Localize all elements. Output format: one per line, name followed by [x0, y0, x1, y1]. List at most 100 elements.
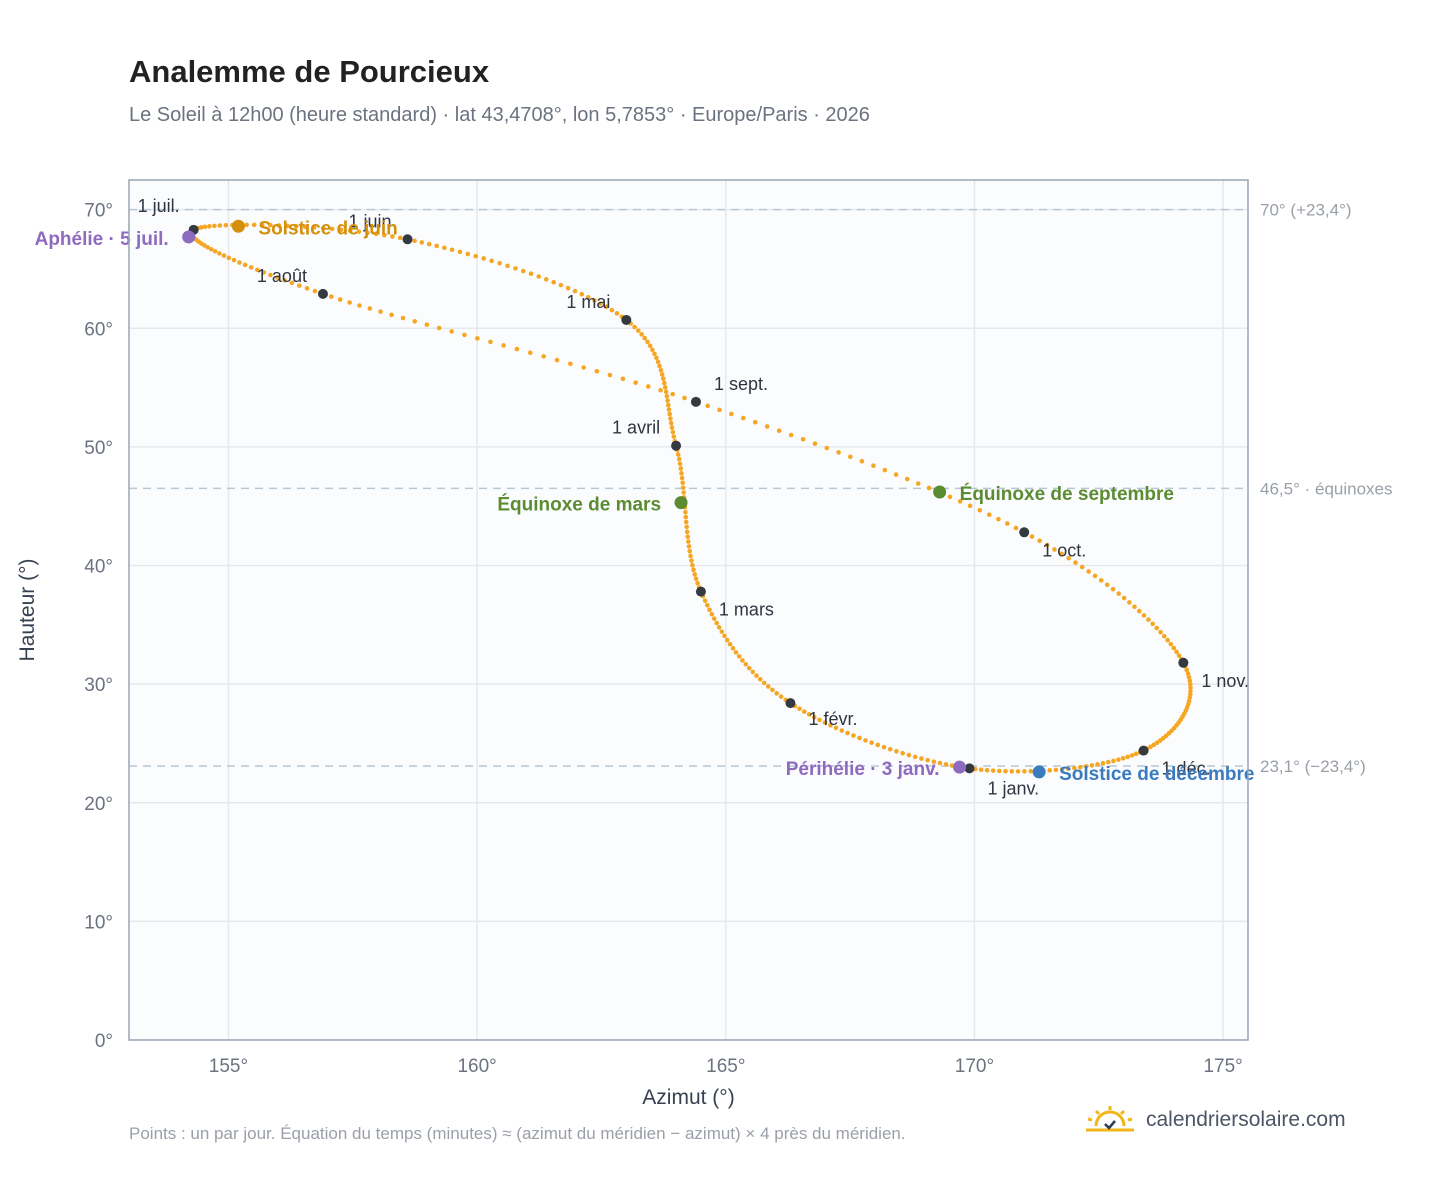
month-label: 1 oct. — [1042, 540, 1086, 560]
daily-point — [812, 441, 818, 446]
daily-point — [967, 503, 973, 509]
daily-point — [822, 720, 828, 725]
daily-point — [242, 262, 248, 268]
daily-point — [797, 706, 802, 712]
daily-point — [801, 709, 807, 714]
daily-point — [536, 274, 542, 279]
daily-point — [282, 277, 287, 283]
daily-point — [1059, 767, 1065, 772]
daily-point — [752, 419, 758, 425]
daily-point — [996, 516, 1001, 522]
daily-point — [693, 576, 699, 582]
daily-point — [357, 303, 362, 308]
daily-point — [1053, 767, 1059, 773]
daily-point — [604, 304, 609, 310]
daily-point — [670, 391, 675, 397]
daily-point — [652, 351, 657, 357]
daily-point — [465, 251, 471, 257]
daily-point — [1146, 617, 1151, 622]
daily-point — [688, 553, 693, 559]
daily-point — [836, 450, 841, 455]
y-tick-label: 50° — [84, 438, 113, 459]
month-marker — [785, 698, 796, 709]
daily-point — [668, 416, 673, 421]
daily-point — [1125, 754, 1131, 760]
daily-point — [806, 712, 812, 717]
daily-point — [692, 572, 698, 577]
daily-point — [788, 432, 794, 438]
daily-point — [833, 725, 839, 731]
daily-point — [592, 298, 597, 303]
daily-point — [259, 222, 265, 228]
chart-subtitle: Le Soleil à 12h00 (heure standard) · lat… — [129, 104, 870, 126]
month-label: 1 août — [257, 266, 307, 286]
daily-point — [268, 272, 273, 278]
daily-point — [666, 407, 672, 412]
daily-point — [208, 246, 214, 252]
daily-point — [275, 275, 280, 280]
daily-point — [746, 665, 752, 671]
daily-point — [882, 467, 888, 473]
daily-point — [736, 654, 742, 659]
daily-point — [1028, 768, 1034, 774]
daily-point — [669, 425, 675, 430]
daily-point — [620, 376, 626, 382]
plot-frame — [128, 179, 1249, 1041]
daily-point — [1154, 625, 1160, 631]
daily-point — [678, 466, 684, 471]
month-marker — [317, 288, 328, 299]
daily-point — [217, 251, 222, 256]
event-marker — [933, 485, 947, 499]
daily-point — [412, 238, 417, 244]
x-tick-label: 160° — [457, 1056, 496, 1077]
daily-point — [1129, 753, 1135, 758]
daily-point — [462, 332, 467, 338]
daily-point — [356, 229, 362, 234]
daily-point — [302, 224, 308, 230]
daily-point — [1083, 764, 1089, 769]
daily-point — [347, 228, 353, 233]
daily-point — [585, 295, 591, 300]
daily-point — [244, 222, 249, 228]
daily-point — [276, 223, 282, 228]
daily-point — [338, 227, 344, 233]
chart-title: Analemme de Pourcieux — [129, 54, 490, 89]
daily-point — [1095, 762, 1100, 767]
daily-point — [382, 232, 387, 238]
daily-point — [937, 760, 943, 766]
daily-point — [702, 598, 708, 604]
reference-line-label: 23,1° (−23,4°) — [1260, 757, 1366, 776]
y-tick-label: 0° — [95, 1031, 113, 1052]
daily-point — [925, 757, 930, 763]
daily-point — [709, 611, 715, 617]
month-marker — [690, 396, 701, 407]
y-axis-label: Hauteur (°) — [16, 559, 39, 662]
daily-point — [488, 339, 493, 345]
daily-point — [1187, 678, 1193, 683]
daily-point — [1188, 688, 1193, 694]
daily-point — [684, 524, 690, 530]
daily-point — [681, 490, 686, 495]
daily-point — [680, 480, 685, 486]
daily-point — [705, 602, 710, 608]
daily-point — [677, 461, 683, 467]
daily-point — [1154, 740, 1160, 745]
y-tick-label: 40° — [84, 557, 113, 578]
daily-point — [686, 539, 691, 544]
daily-point — [558, 282, 564, 288]
daily-point — [457, 249, 463, 255]
daily-point — [1158, 629, 1163, 635]
daily-point — [207, 224, 212, 229]
month-label: 1 sept. — [714, 374, 768, 394]
daily-point — [722, 633, 727, 639]
daily-point — [1066, 555, 1071, 561]
daily-point — [990, 768, 996, 773]
daily-point — [367, 306, 373, 311]
daily-point — [761, 680, 767, 686]
daily-point — [581, 365, 586, 370]
daily-point — [1073, 560, 1078, 565]
x-axis-label: Azimut (°) — [642, 1086, 734, 1109]
daily-point — [680, 485, 686, 490]
brand-link[interactable]: calendriersolaire.com — [1084, 1104, 1346, 1136]
